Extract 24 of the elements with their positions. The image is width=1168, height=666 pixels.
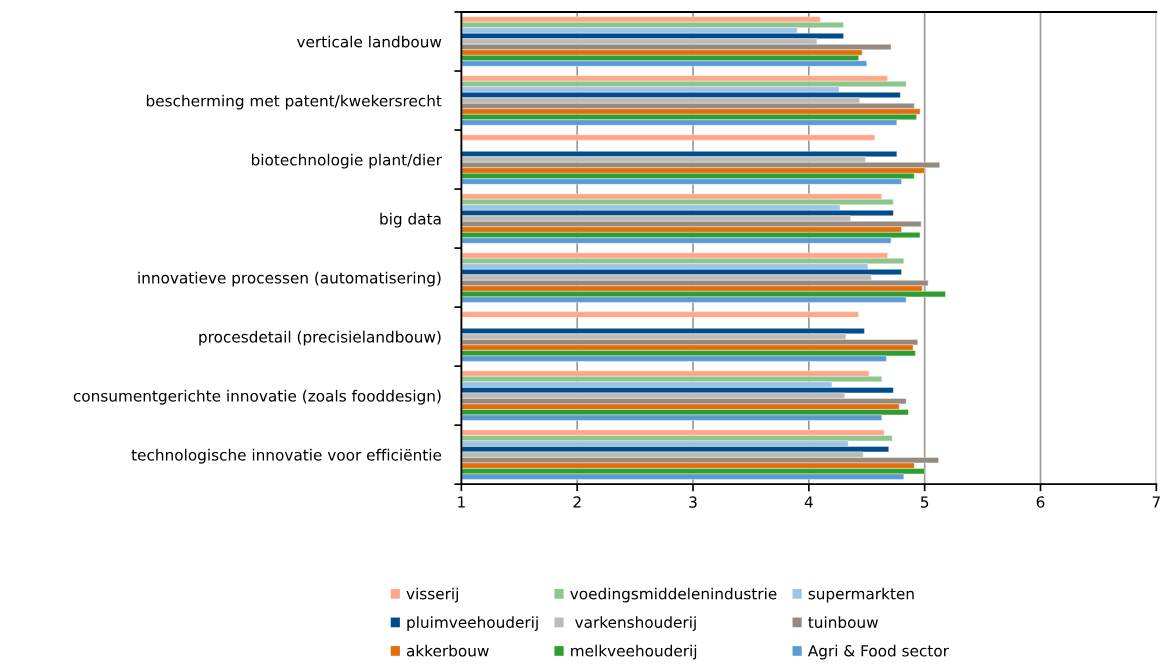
legend-label: supermarkten	[808, 587, 914, 603]
x-tick-label: 5	[920, 496, 929, 508]
x-tick-label: 2	[573, 496, 581, 508]
legend-label: melkveehouderij	[571, 644, 697, 660]
y-tick-label: innovatieve processen (automatisering)	[138, 271, 441, 287]
legend-label: voedingsmiddelenindustrie	[570, 587, 777, 603]
legend-label: pluimveehouderij	[407, 616, 538, 631]
legend-label: tuinbouw	[808, 616, 878, 629]
x-tick-label: 3	[689, 496, 697, 508]
y-tick-label: verticale landbouw	[296, 35, 442, 48]
x-tick-label: 6	[1036, 496, 1045, 508]
legend-label: Agri & Food sector	[807, 644, 949, 660]
y-tick-label: big data	[380, 212, 441, 228]
legend-label: akkerbouw	[406, 644, 489, 657]
y-tick-label: biotechnologie plant/dier	[251, 153, 442, 169]
x-tick-label: 7	[1152, 496, 1160, 508]
x-tick-label: 4	[804, 496, 813, 508]
legend-label: visserij	[406, 587, 458, 603]
x-tick-label: 1	[458, 496, 465, 508]
y-tick-label: technologische innovatie voor efficiëntie	[131, 448, 442, 464]
y-tick-label: bescherming met patent/kwekersrecht	[146, 94, 442, 110]
legend-label: varkenshouderij	[575, 616, 696, 631]
y-tick-label: consumentgerichte innovatie (zoals fooddesign)	[73, 389, 441, 405]
y-tick-label: procesdetail (precisielandbouw)	[199, 330, 441, 346]
